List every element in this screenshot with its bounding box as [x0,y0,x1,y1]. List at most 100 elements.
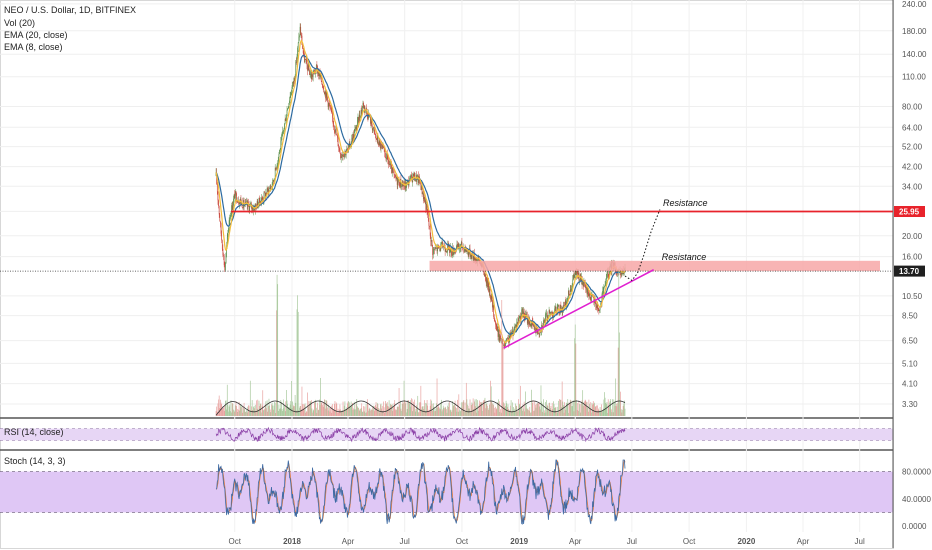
candle-body [227,232,229,237]
candle-body [494,320,496,322]
stoch-pane[interactable]: Stoch (14, 3, 3) [0,456,893,525]
candle-body [563,305,565,306]
candle-body [291,93,292,95]
candle-body [251,206,253,209]
candle-body [292,81,294,84]
candle-body [574,274,575,278]
candle-body [487,280,489,288]
candle-body [588,293,590,297]
candle-body [276,165,278,170]
candle-body [604,286,605,287]
candle-body [582,282,584,287]
stoch-band [0,471,893,513]
candle-body [474,258,476,261]
candle-body [289,95,291,101]
candle-body [421,185,423,194]
candle-body [623,272,625,274]
candle-body [565,300,567,307]
candle-body [242,207,244,209]
candle-body [284,123,285,130]
candle-body [587,288,589,295]
candle-body [464,248,466,252]
volume-ma-line [215,400,626,416]
candle-body [274,167,276,180]
candle-body [300,26,302,35]
candle-body [324,91,326,95]
candle-body [335,129,337,135]
grid [0,0,894,549]
candle-body [302,44,303,49]
candle-body [538,333,540,335]
candle-body [507,338,508,340]
candle-body [264,192,266,198]
candle-body [493,316,495,321]
time-tick-label: Oct [456,537,469,546]
candle-body [386,153,387,160]
plot-frame [0,0,894,549]
candle-body [216,172,218,185]
candle-body [311,74,313,80]
candle-body [451,254,453,256]
candle-body [225,252,227,263]
candle-body [515,324,516,327]
candle-body [287,108,288,111]
candle-body [371,119,373,126]
candle-body [376,138,378,140]
candle-body [297,42,299,48]
candle-body [220,221,221,224]
candle-body [217,191,219,201]
candle-body [411,174,412,178]
candle-body [292,81,293,87]
price-pane[interactable] [215,23,626,351]
candle-body [319,72,320,77]
time-tick-label: Jul [627,537,637,546]
candle-body [585,286,587,290]
candle-body [598,309,600,311]
candle-body [326,92,328,98]
candle-body [328,103,330,106]
candle-body [596,305,597,308]
candle-body [364,105,366,111]
candle-body [345,152,347,156]
candle-body [366,112,368,117]
candle-body [546,313,548,320]
candle-body [544,319,546,323]
candle-body [236,193,237,202]
rsi-pane[interactable]: RSI (14, close) [0,426,893,443]
candle-body [439,247,441,251]
candle-body [305,59,307,60]
candle-body [453,253,455,255]
candle-body [343,156,345,157]
candle-body [235,191,237,194]
candle-body [339,148,341,154]
candle-body [232,205,234,210]
candle-body [340,153,341,159]
time-tick-label: 2020 [737,537,755,546]
candle-body [238,202,240,205]
price-tick-label: 110.00 [902,73,926,82]
candle-body [309,70,310,75]
candle-body [280,140,282,150]
candle-body [429,226,431,236]
candle-body [606,273,608,279]
candle-body [273,179,275,182]
candle-body [607,271,608,274]
candle-body [457,243,459,248]
candle-body [370,119,372,124]
candle-body [312,73,314,78]
candle-body [228,228,229,233]
candle-body [259,197,260,203]
candle-body [314,69,315,72]
candle-body [409,176,411,178]
resistance-zone [429,260,880,272]
time-tick-label: Jul [855,537,865,546]
candle-body [564,300,566,306]
time-tick-label: Jul [400,537,410,546]
candle-body [330,108,332,111]
candle-body [466,250,468,252]
candle-body [397,180,399,185]
candle-body [464,248,465,253]
last-price-tag [894,265,925,277]
